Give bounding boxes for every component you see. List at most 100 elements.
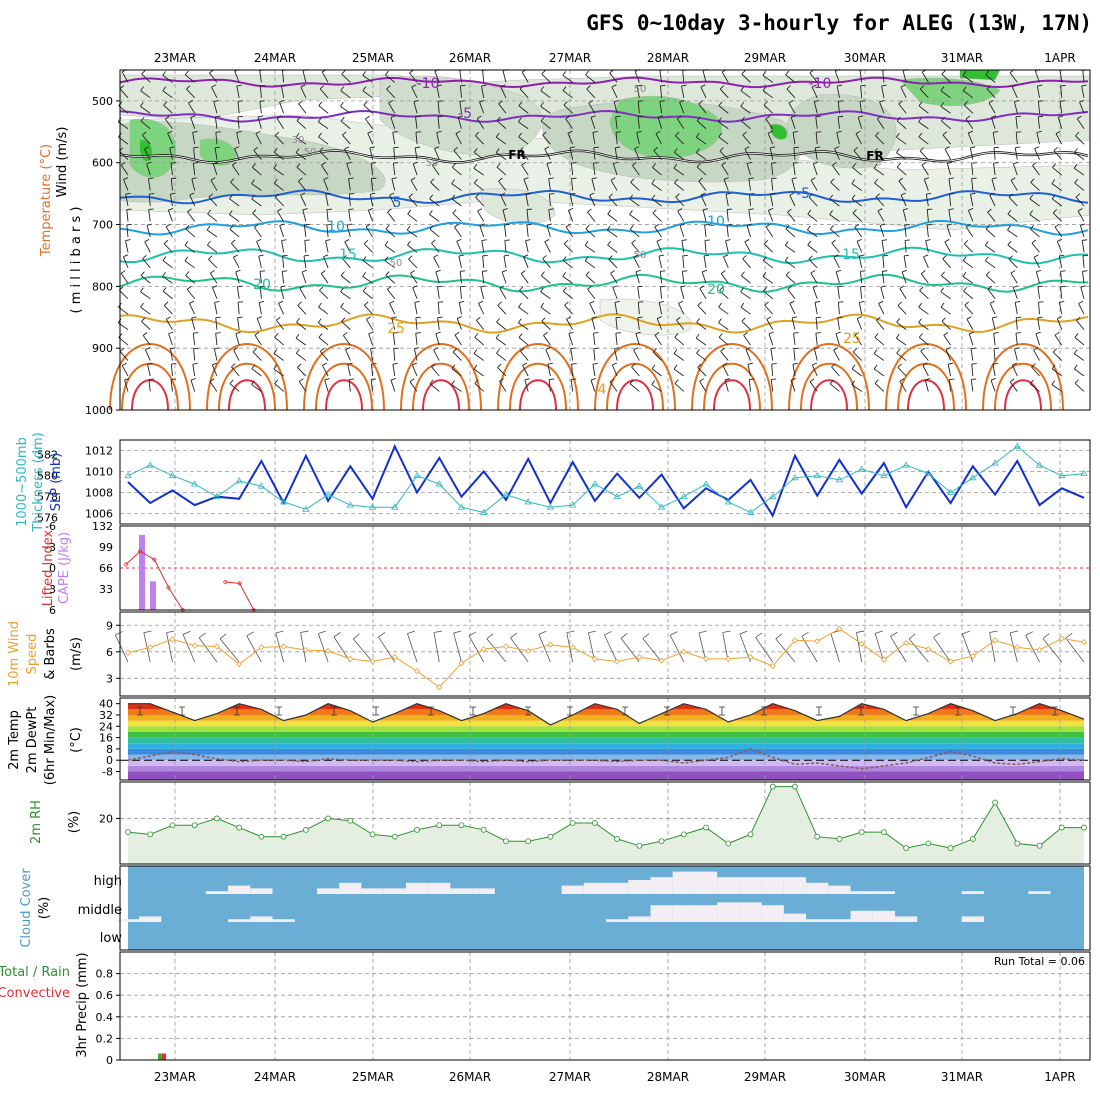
- wind-barb-flag: [835, 331, 841, 335]
- wind-barb: [120, 273, 129, 284]
- wind-barb: [629, 198, 640, 207]
- wind-barb: [637, 101, 640, 114]
- wind-barb: [301, 271, 307, 284]
- wind-barb: [411, 86, 418, 99]
- wind-barb-flag: [167, 130, 173, 134]
- wind-barb: [631, 165, 640, 176]
- wind-barb-flag: [770, 146, 776, 149]
- wind-barb: [390, 117, 396, 129]
- wind-barb: [144, 241, 151, 253]
- wind-barb-flag: [435, 269, 441, 273]
- wind-barb-flag: [593, 162, 599, 164]
- wind-barb: [946, 163, 952, 176]
- tick-label: 0: [106, 754, 113, 767]
- wind-barb-flag: [384, 241, 389, 246]
- wind-barb: [548, 178, 551, 191]
- wind-barb: [163, 243, 173, 253]
- wind-barb-flag: [231, 239, 236, 244]
- wind-barb: [718, 322, 729, 331]
- wind-barb: [784, 260, 796, 269]
- wind-barb: [614, 348, 618, 361]
- wind-barb-flag: [389, 300, 395, 304]
- wind-barb: [771, 364, 774, 377]
- cloud-bar: [961, 916, 984, 922]
- temperature-contour-label: -10: [809, 76, 832, 92]
- cape-tick: 66: [99, 562, 113, 575]
- wind-barb: [414, 147, 418, 160]
- wind-barb: [148, 178, 151, 191]
- wind-barb: [258, 302, 262, 315]
- thickness-point: [1013, 442, 1022, 449]
- wind-barb: [1060, 286, 1063, 299]
- wind-barb-flag: [740, 116, 745, 122]
- cloud-frame: [119, 865, 1091, 951]
- wind-barb: [370, 379, 374, 392]
- wind-barb-flag: [429, 225, 434, 230]
- wind-barb-flag: [740, 86, 745, 91]
- temperature-band: [128, 714, 1084, 721]
- wind-barb: [637, 302, 640, 315]
- minmax-label: (6hr Min/Max): [43, 695, 58, 785]
- wind-barb: [608, 258, 618, 269]
- surface-wind-barb: [775, 638, 796, 663]
- wind-barb: [563, 290, 573, 300]
- cloud-background: [128, 866, 1084, 950]
- wind-barb: [674, 383, 685, 392]
- wind-barb: [918, 121, 929, 130]
- wind-barb: [786, 88, 796, 99]
- wind-barb: [856, 241, 863, 253]
- thickness-point: [457, 503, 466, 510]
- wind-barb: [208, 259, 218, 269]
- wind-barb: [882, 70, 885, 83]
- wind10-units: (m/s): [69, 637, 84, 671]
- wind-barb: [919, 290, 929, 300]
- wind-barb-flag: [720, 347, 725, 352]
- precip-bars: [158, 1053, 166, 1060]
- wind-barb-flag: [569, 146, 576, 149]
- wind-speed-point: [458, 660, 465, 667]
- wind-barb: [433, 349, 440, 361]
- thickness-point: [902, 461, 910, 468]
- freezing-label: FR: [866, 149, 883, 163]
- wind-barb-flag: [521, 161, 527, 166]
- thickness-tick: 576: [37, 512, 58, 525]
- wind-barb: [452, 351, 462, 361]
- wind-barb: [393, 147, 396, 160]
- date-label-top: 1APR: [1044, 51, 1075, 65]
- wind-barb-flag: [476, 316, 481, 321]
- wind-barb-flag: [362, 256, 367, 261]
- wind-barb-flag: [237, 316, 243, 319]
- wind-barb: [741, 73, 751, 83]
- rh-point: [214, 815, 220, 822]
- wind-barb: [251, 198, 262, 207]
- wind-barb: [769, 194, 774, 207]
- wind-barb: [451, 198, 462, 207]
- wind-speed-point: [169, 636, 176, 643]
- surface-wind-barb-flag: [962, 630, 970, 635]
- wind-barb-flag: [703, 254, 710, 257]
- surface-wind-barb-flag: [510, 632, 518, 639]
- wind-barb: [940, 90, 951, 99]
- wind-barb: [276, 118, 285, 129]
- wind-barb-flag: [945, 347, 951, 350]
- millibars-label: ( m i l l i b a r s ): [69, 207, 84, 314]
- temperature-line: [128, 703, 1085, 726]
- wind-barb: [165, 319, 173, 330]
- rh-point: [480, 826, 487, 833]
- wind-barb-flag: [1051, 194, 1056, 200]
- wind-barb: [233, 349, 240, 361]
- wind-barb: [592, 364, 596, 377]
- wind-barb: [253, 226, 262, 238]
- wind-barb-flag: [340, 287, 344, 293]
- lifted-index-point: [151, 557, 157, 563]
- wind-barb-flag: [1052, 209, 1057, 214]
- wind-barb-flag: [763, 287, 767, 292]
- wind-barb-flag: [281, 239, 287, 241]
- wind-barb-flag: [124, 378, 130, 381]
- rh-point: [903, 845, 910, 851]
- thickness-point: [435, 480, 443, 487]
- wind-barb-flag: [318, 333, 323, 338]
- wind-barb: [615, 132, 618, 145]
- wind-barb: [523, 179, 529, 191]
- surface-wind-barb: [486, 638, 507, 663]
